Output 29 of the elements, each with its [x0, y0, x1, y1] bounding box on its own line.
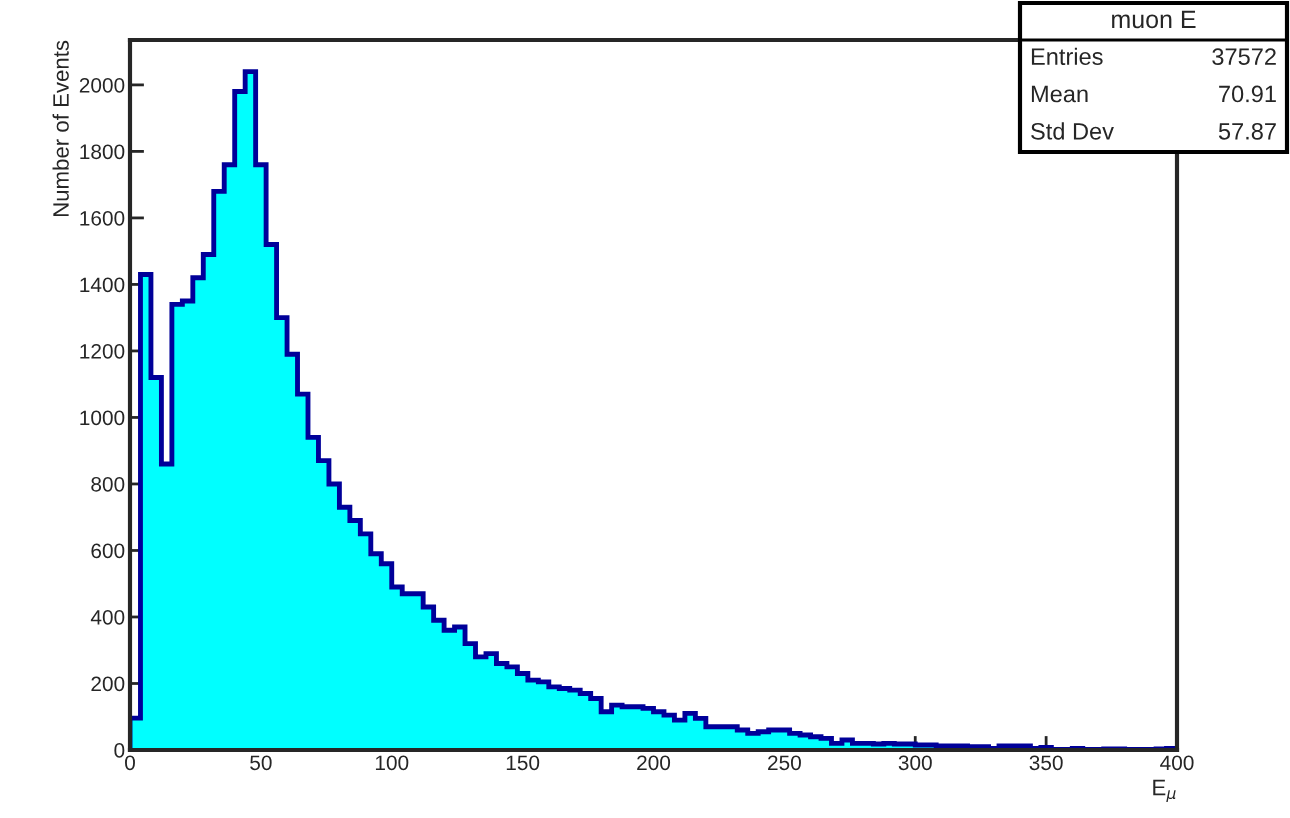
y-tick-label: 400	[90, 609, 125, 625]
y-tick-label: 200	[91, 676, 125, 692]
text: 70.91	[1219, 85, 1276, 103]
text: 37572	[1212, 48, 1276, 65]
y-axis-title: Number of Events	[52, 40, 69, 217]
annotation: Mean	[1031, 85, 1088, 103]
annotation: Std Dev	[1031, 122, 1114, 140]
x-tick-label: 350	[1029, 755, 1063, 771]
chart-title: muon E	[1112, 10, 1196, 29]
x-tick-label: 200	[637, 755, 671, 771]
x-tick-label: 150	[506, 755, 540, 771]
y-tick-label: 600	[91, 543, 125, 559]
y-tick-label: 1800	[80, 144, 125, 160]
x-tick-label: 300	[898, 755, 932, 771]
x-tick-label: 50	[250, 755, 272, 771]
y-tick-label: 1200	[80, 343, 125, 359]
x-tick-label: 0	[125, 755, 135, 771]
y-tick-label: 0	[114, 743, 125, 758]
x-tick-label: 400	[1160, 755, 1194, 771]
y-tick-label: 2000	[79, 77, 125, 93]
text: 57.87	[1218, 122, 1276, 140]
annotation: Entries	[1031, 47, 1103, 65]
x-tick-label: 100	[375, 755, 409, 771]
x-tick-label: 250	[768, 755, 801, 771]
x-axis-title: E$_{μ}$	[1153, 779, 1176, 803]
y-tick-label: 1600	[80, 210, 125, 226]
y-tick-label: 800	[91, 476, 125, 492]
y-tick-label: 1400	[80, 277, 125, 293]
y-tick-label: 1000	[80, 410, 125, 426]
